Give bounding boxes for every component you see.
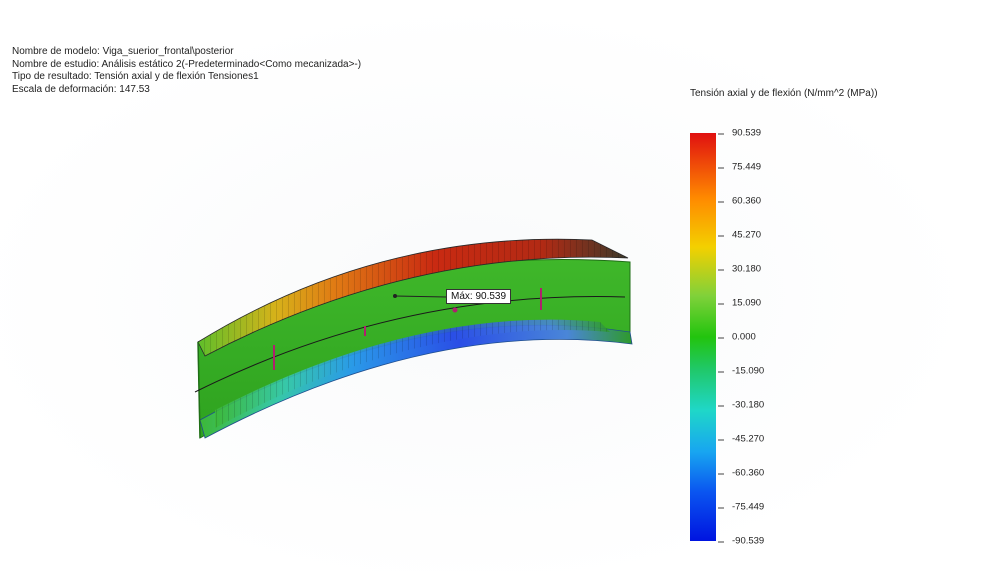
tick-label: 45.270 [718,230,761,241]
stress-colorbar [690,133,716,541]
tick-label: 30.180 [718,264,761,275]
tick-label: -75.449 [718,502,764,513]
legend-title: Tensión axial y de flexión (N/mm^2 (MPa)… [690,88,878,99]
model-name-text: Nombre de modelo: Viga_suerior_frontal\p… [12,46,234,57]
tick-label: 0.000 [718,332,756,343]
result-type-text: Tipo de resultado: Tensión axial y de fl… [12,71,259,82]
colorbar-ticks: 90.539 75.449 60.360 45.270 30.180 15.09… [718,128,778,547]
tick-label: 15.090 [718,298,761,309]
tick-label: 60.360 [718,196,761,207]
study-name-text: Nombre de estudio: Análisis estático 2(-… [12,58,362,70]
study-info-block: Nombre de modelo: Viga_suerior_frontal\p… [12,46,361,96]
tick-label: 90.539 [718,128,761,139]
tick-label: -30.180 [718,400,764,411]
tick-label: 75.449 [718,162,761,173]
max-value-label[interactable]: Máx: 90.539 [446,289,512,304]
tick-label: -90.539 [718,536,764,547]
tick-label: -60.360 [718,468,764,479]
deformation-scale-text: Escala de deformación: 147.53 [12,83,150,95]
tick-label: -15.090 [718,366,764,377]
beam-centerline [194,296,626,393]
tick-label: -45.270 [718,434,764,445]
